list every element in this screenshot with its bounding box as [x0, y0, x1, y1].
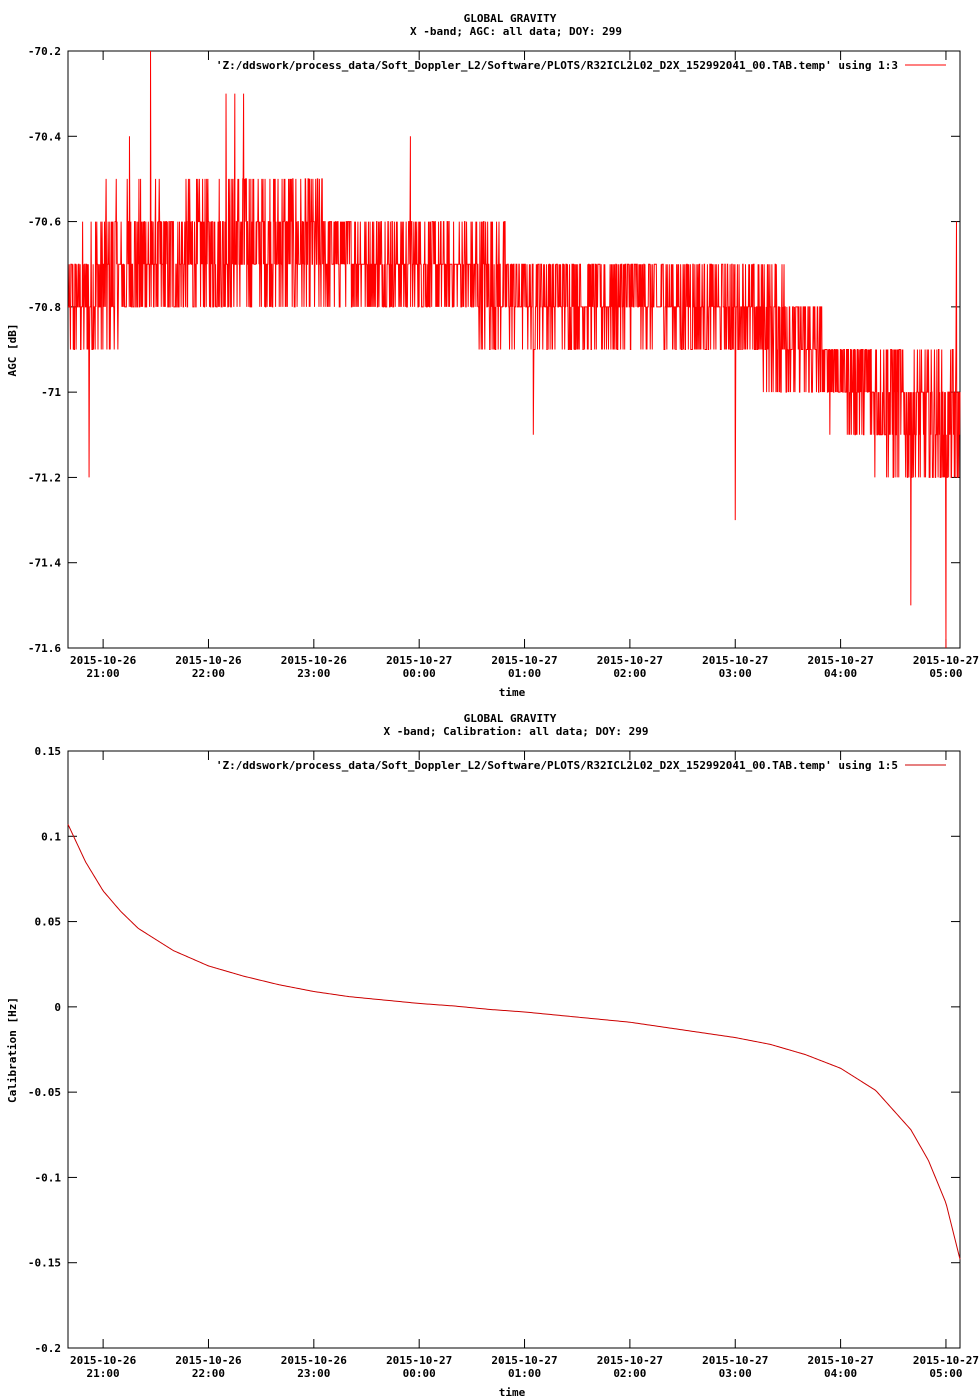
x-tick-label-date: 2015-10-26	[70, 1354, 137, 1367]
y-tick-label: -70.6	[28, 216, 61, 229]
y-tick-label: -0.1	[35, 1171, 62, 1184]
y-tick-label: -70.4	[28, 130, 61, 143]
legend-label: 'Z:/ddswork/process_data/Soft_Doppler_L2…	[216, 59, 898, 72]
x-tick-label-time: 04:00	[824, 1367, 857, 1380]
x-tick-label-time: 21:00	[87, 1367, 120, 1380]
chart-title: GLOBAL GRAVITY	[464, 712, 557, 725]
x-tick-label-time: 03:00	[719, 667, 752, 680]
x-tick-label-date: 2015-10-27	[913, 654, 979, 667]
y-tick-label: 0.05	[35, 916, 62, 929]
x-tick-label-date: 2015-10-27	[702, 654, 768, 667]
y-tick-label: -70.8	[28, 301, 61, 314]
x-tick-label-time: 05:00	[929, 667, 962, 680]
plot-frame	[67, 750, 961, 1349]
legend-label: 'Z:/ddswork/process_data/Soft_Doppler_L2…	[216, 759, 898, 772]
y-axis-label: Calibration [Hz]	[6, 997, 19, 1103]
x-tick-label-time: 22:00	[192, 1367, 225, 1380]
x-tick-label-date: 2015-10-26	[175, 654, 242, 667]
x-tick-label-time: 21:00	[87, 667, 120, 680]
x-tick-label-date: 2015-10-26	[70, 654, 137, 667]
x-tick-label-time: 22:00	[192, 667, 225, 680]
x-tick-label-date: 2015-10-27	[807, 1354, 873, 1367]
x-tick-label-time: 03:00	[719, 1367, 752, 1380]
y-tick-label: -71.4	[28, 557, 61, 570]
plot-frame	[67, 50, 961, 649]
x-tick-label-date: 2015-10-27	[597, 654, 663, 667]
x-tick-label-date: 2015-10-27	[807, 654, 873, 667]
x-axis-label: time	[499, 1386, 526, 1399]
x-tick-label-time: 01:00	[508, 1367, 541, 1380]
y-tick-label: -0.15	[28, 1257, 61, 1270]
y-tick-label: -0.2	[35, 1342, 62, 1355]
calibration-chart: GLOBAL GRAVITY X -band; Calibration: all…	[6, 712, 979, 1399]
y-axis-label: AGC [dB]	[6, 324, 19, 377]
x-tick-label-date: 2015-10-27	[702, 1354, 768, 1367]
x-tick-label-time: 23:00	[297, 667, 330, 680]
x-axis-label: time	[499, 686, 526, 699]
x-tick-label-date: 2015-10-26	[281, 654, 348, 667]
y-tick-label: 0	[54, 1001, 61, 1014]
y-tick-label: -71.2	[28, 471, 61, 484]
chart-subtitle: X -band; AGC: all data; DOY: 299	[410, 25, 622, 38]
y-tick-label: -70.2	[28, 45, 61, 58]
chart-title: GLOBAL GRAVITY	[464, 12, 557, 25]
x-tick-label-time: 23:00	[297, 1367, 330, 1380]
x-tick-label-date: 2015-10-27	[597, 1354, 663, 1367]
x-tick-label-date: 2015-10-27	[386, 1354, 452, 1367]
x-tick-label-time: 01:00	[508, 667, 541, 680]
x-tick-label-time: 04:00	[824, 667, 857, 680]
y-tick-label: -71	[41, 386, 61, 399]
x-tick-label-time: 05:00	[929, 1367, 962, 1380]
x-tick-label-time: 02:00	[613, 1367, 646, 1380]
x-tick-label-time: 00:00	[403, 1367, 436, 1380]
series-line	[67, 824, 961, 1260]
series-line	[68, 50, 961, 649]
y-tick-label: 0.15	[35, 745, 62, 758]
x-tick-label-date: 2015-10-27	[386, 654, 452, 667]
x-tick-label-time: 02:00	[613, 667, 646, 680]
x-tick-label-date: 2015-10-27	[491, 654, 557, 667]
y-tick-label: -71.6	[28, 642, 61, 655]
x-tick-label-time: 00:00	[403, 667, 436, 680]
y-tick-label: 0.1	[41, 830, 61, 843]
x-tick-label-date: 2015-10-27	[913, 1354, 979, 1367]
chart-subtitle: X -band; Calibration: all data; DOY: 299	[384, 725, 649, 738]
agc-chart: GLOBAL GRAVITY X -band; AGC: all data; D…	[6, 12, 979, 699]
x-tick-label-date: 2015-10-27	[491, 1354, 557, 1367]
x-tick-label-date: 2015-10-26	[281, 1354, 348, 1367]
x-tick-label-date: 2015-10-26	[175, 1354, 242, 1367]
y-tick-label: -0.05	[28, 1086, 61, 1099]
